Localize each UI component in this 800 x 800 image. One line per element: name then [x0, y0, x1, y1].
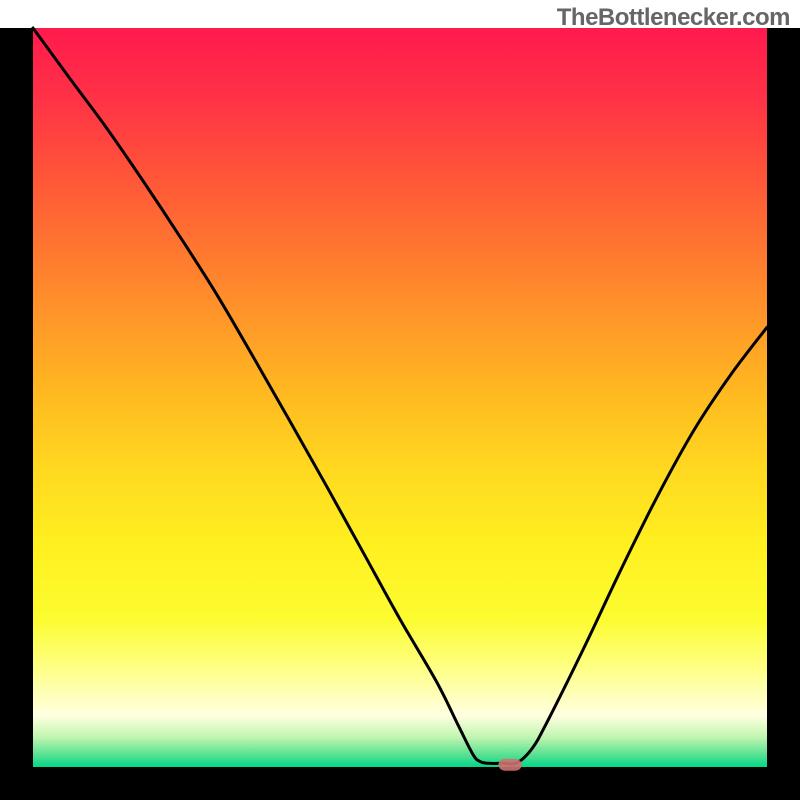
plot-background [33, 28, 767, 767]
border-bottom [0, 767, 800, 800]
bottleneck-chart: TheBottlenecker.com [0, 0, 800, 800]
optimal-marker [498, 759, 521, 771]
border-right [767, 28, 800, 800]
chart-svg [0, 0, 800, 800]
border-left [0, 28, 33, 800]
watermark-text: TheBottlenecker.com [557, 4, 790, 32]
